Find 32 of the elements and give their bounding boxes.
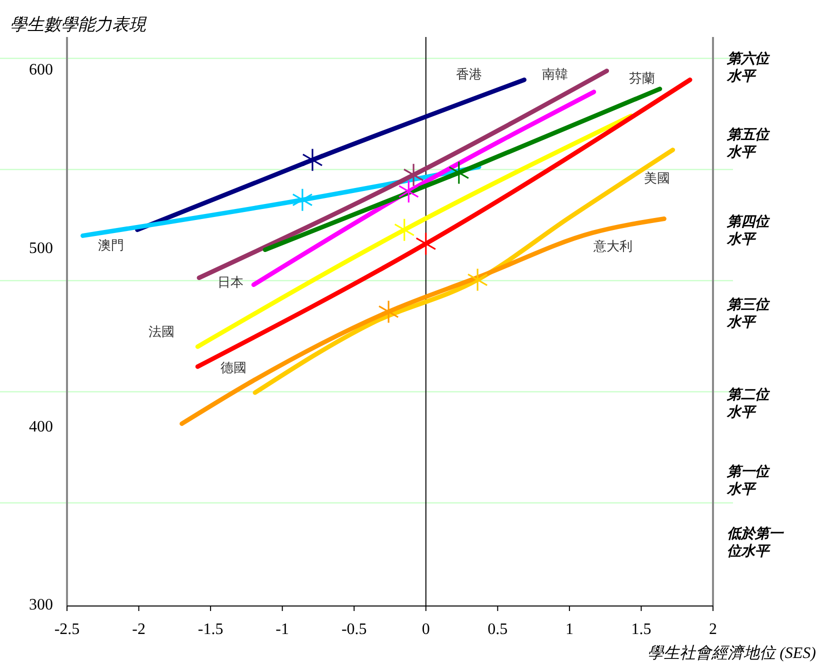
y-tick-label: 400: [29, 418, 53, 436]
x-tick-label: -1.5: [198, 621, 224, 638]
text: 第二位水平: [726, 387, 771, 421]
text: 第四位水平: [726, 214, 771, 248]
x-tick-label: 0: [422, 621, 430, 638]
text: 第三位水平: [726, 297, 771, 331]
y-tick-label: 300: [29, 596, 53, 614]
text: 第一位水平: [726, 464, 771, 498]
y-tick-label: 500: [29, 240, 53, 257]
x-tick-label: -2: [132, 621, 146, 638]
x-tick-label: -2.5: [54, 621, 80, 638]
x-tick-label: -1: [276, 621, 289, 638]
series-label: 澳門: [98, 238, 124, 254]
series-label: 香港: [456, 67, 482, 82]
series-label: 德國: [220, 361, 247, 376]
series-label: 芬蘭: [628, 71, 655, 86]
x-tick-label: -0.5: [341, 621, 367, 638]
x-axis-title: 學生社會經濟地位 (SES): [648, 644, 816, 662]
y-axis-title: 學生數學能力表現: [10, 15, 147, 34]
y-tick-label: 600: [29, 62, 53, 79]
series-label: 南韓: [542, 67, 568, 82]
series-label: 法國: [148, 325, 175, 340]
x-tick-label: 1.5: [631, 621, 652, 638]
series-label: 意大利: [592, 239, 633, 254]
x-tick-label: 1: [565, 621, 574, 638]
text: 低於第一位水平: [727, 526, 785, 560]
x-tick-label: 0.5: [488, 621, 508, 638]
series-label: 美國: [644, 170, 670, 186]
x-tick-label: 2: [709, 621, 717, 638]
series-label: 日本: [218, 275, 244, 290]
text: 第六位水平: [726, 50, 771, 85]
text: 第五位水平: [726, 127, 771, 161]
